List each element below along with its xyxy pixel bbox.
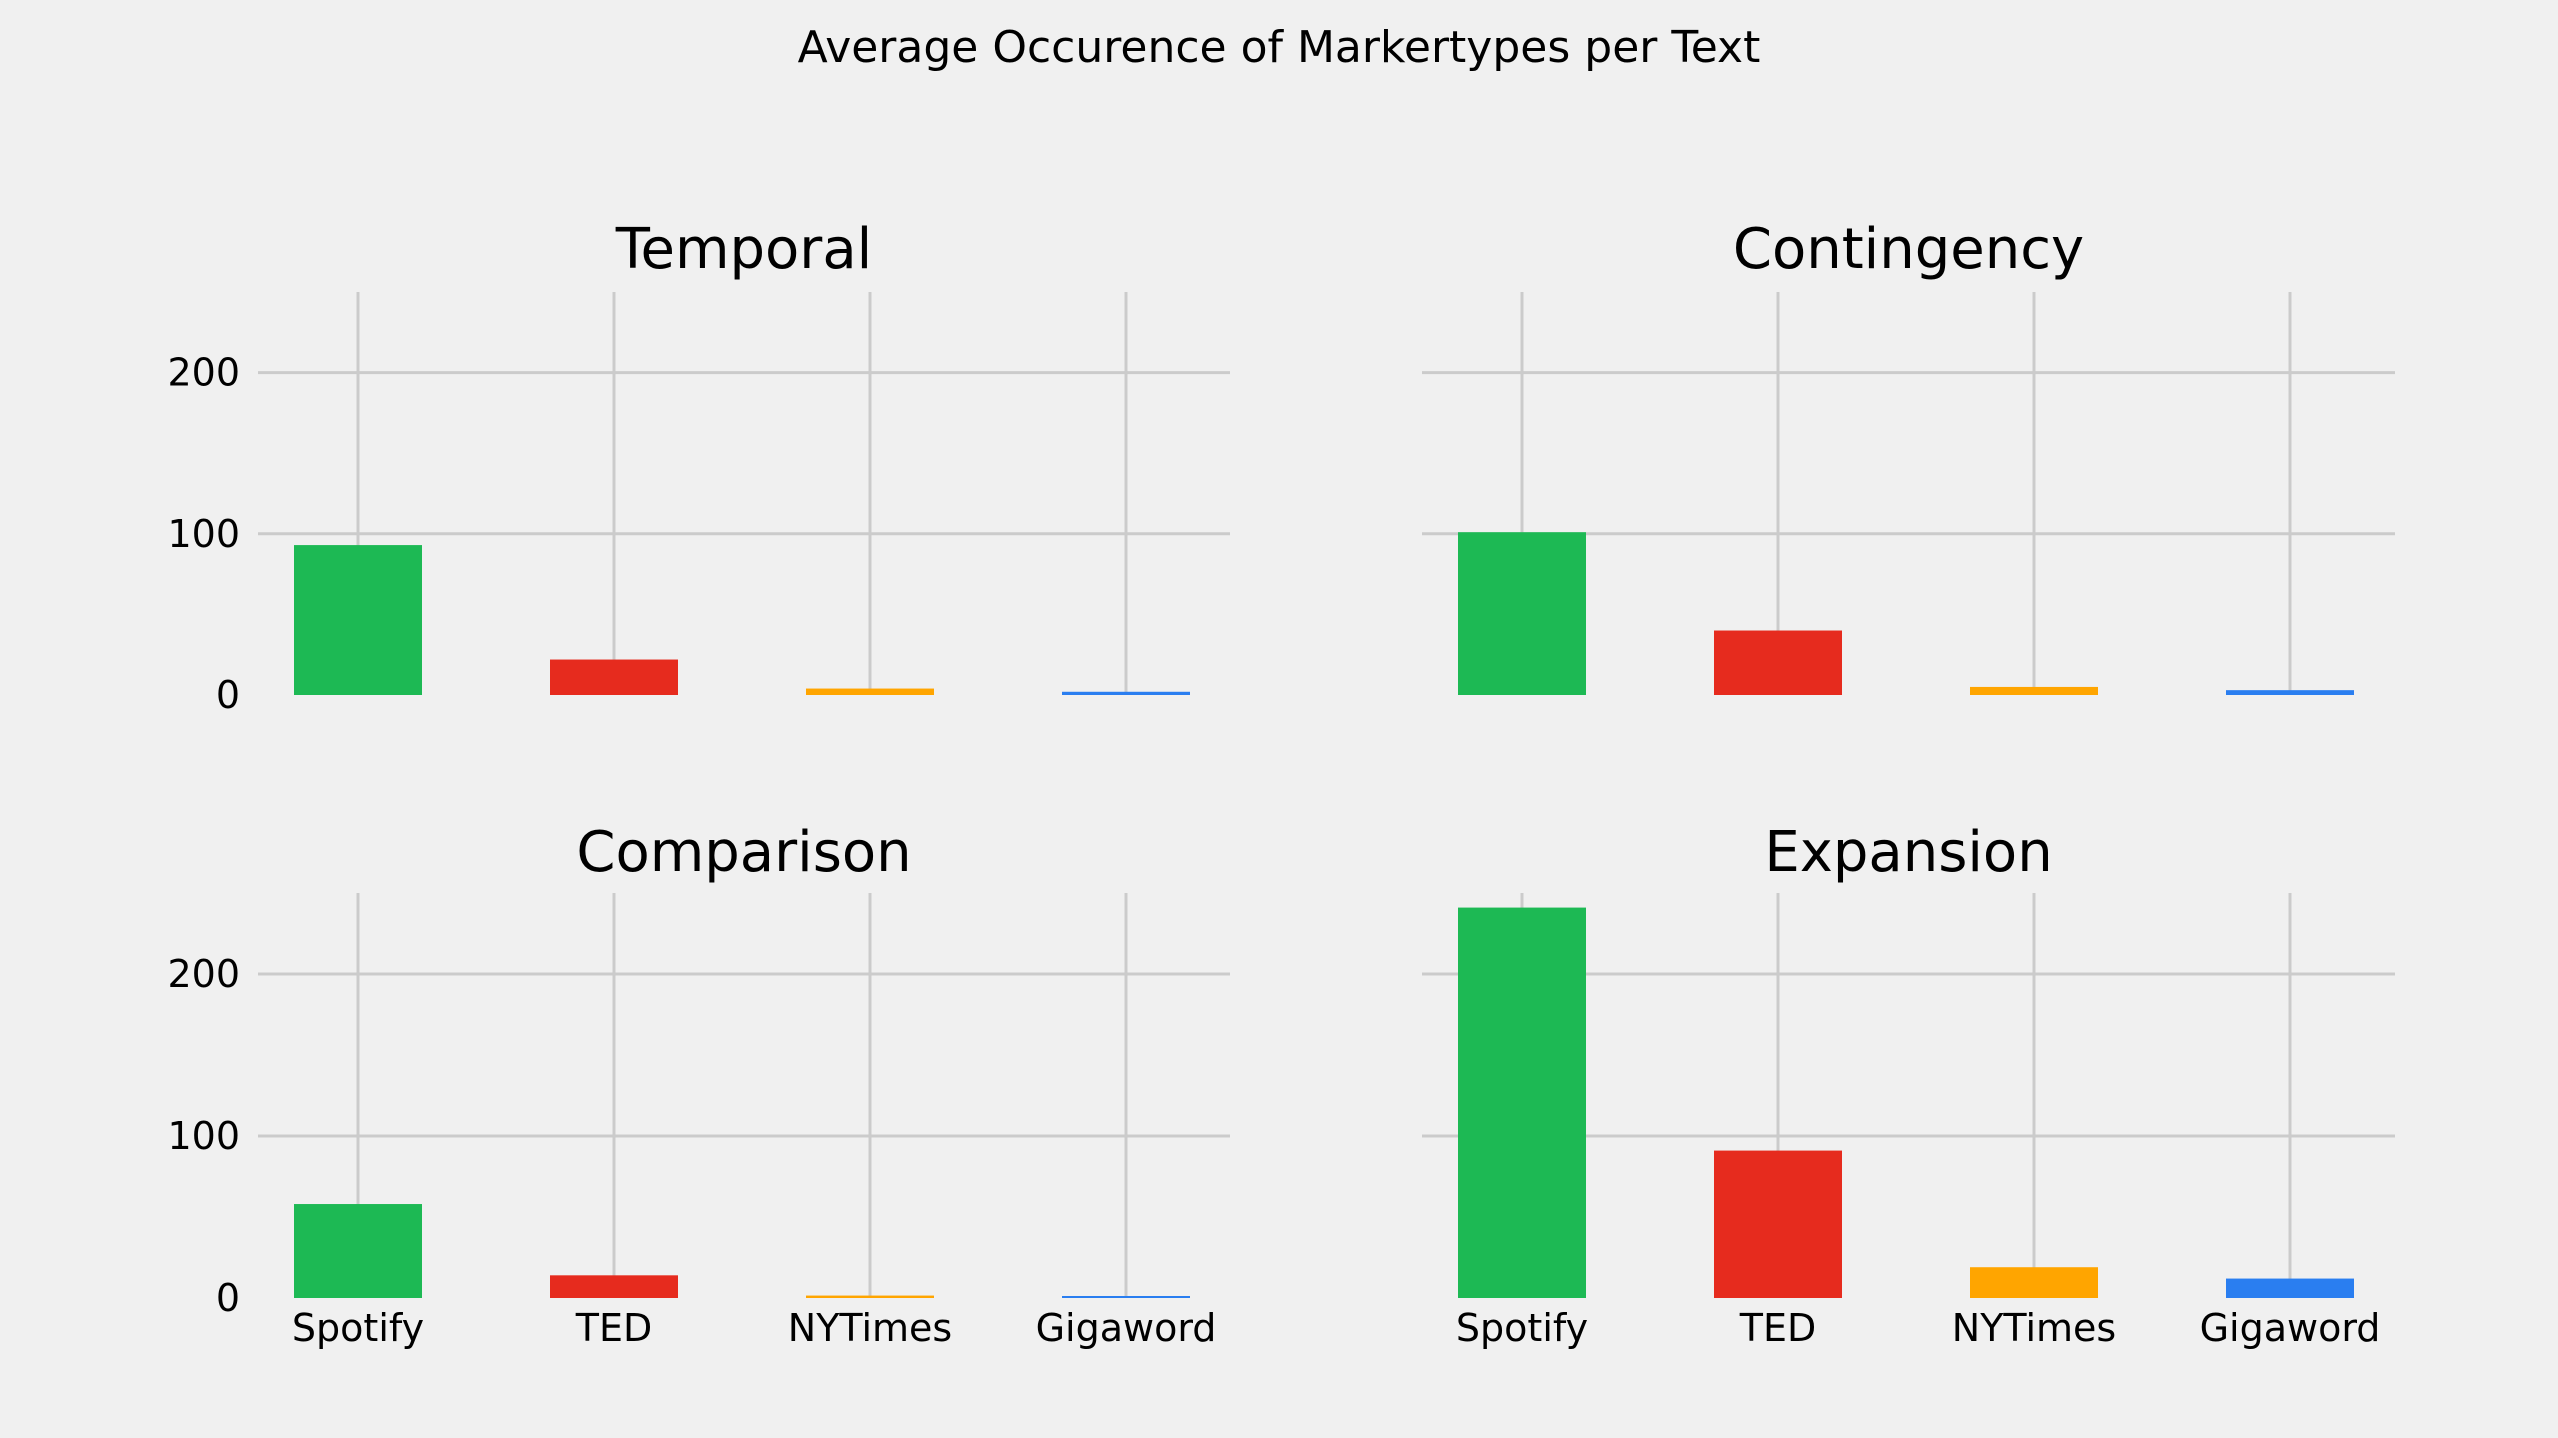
y-tick-label: 100 bbox=[167, 1114, 240, 1158]
y-tick-label: 200 bbox=[167, 351, 240, 395]
x-tick-label: TED bbox=[1739, 1306, 1816, 1350]
bar-temporal-spotify bbox=[294, 545, 422, 695]
bar-contingency-nytimes bbox=[1970, 686, 2098, 695]
panel-comparison: 0 100 200 Spotify TED NYTimes Gigaword Comparis… bbox=[167, 820, 1230, 1350]
x-tick-label: Spotify bbox=[292, 1306, 424, 1350]
x-tick-label: NYTimes bbox=[1952, 1306, 2116, 1350]
bar-temporal-gigaword bbox=[1062, 691, 1190, 695]
bar-comparison-ted bbox=[550, 1275, 678, 1298]
bar-contingency-gigaword bbox=[2226, 690, 2354, 695]
bar-contingency-ted bbox=[1714, 630, 1842, 695]
bar-comparison-gigaword bbox=[1062, 1296, 1190, 1298]
x-tick-label: Gigaword bbox=[1036, 1306, 1217, 1350]
panel-title: Expansion bbox=[1764, 820, 2052, 885]
panel-temporal: 0 100 200 Temporal bbox=[167, 217, 1230, 717]
bar-expansion-gigaword bbox=[2226, 1278, 2354, 1298]
x-tick-label: TED bbox=[575, 1306, 652, 1350]
x-tick-label: Spotify bbox=[1456, 1306, 1588, 1350]
y-tick-label: 0 bbox=[216, 673, 240, 717]
bar-expansion-spotify bbox=[1458, 907, 1586, 1298]
bar-comparison-spotify bbox=[294, 1204, 422, 1298]
bar-comparison-nytimes bbox=[806, 1295, 934, 1298]
bar-contingency-spotify bbox=[1458, 532, 1586, 695]
bar-temporal-ted bbox=[550, 659, 678, 695]
panel-title: Contingency bbox=[1733, 217, 2084, 282]
y-tick-label: 100 bbox=[167, 512, 240, 556]
panel-expansion: Spotify TED NYTimes Gigaword Expansion bbox=[1422, 820, 2395, 1350]
y-tick-label: 200 bbox=[167, 952, 240, 996]
panel-contingency: Contingency bbox=[1422, 217, 2395, 695]
bar-expansion-nytimes bbox=[1970, 1267, 2098, 1298]
bar-temporal-nytimes bbox=[806, 688, 934, 695]
x-tick-label: NYTimes bbox=[788, 1306, 952, 1350]
y-tick-label: 0 bbox=[216, 1276, 240, 1320]
panel-title: Temporal bbox=[615, 217, 872, 282]
chart-title: Average Occurence of Markertypes per Tex… bbox=[798, 22, 1761, 73]
x-tick-label: Gigaword bbox=[2200, 1306, 2381, 1350]
bar-expansion-ted bbox=[1714, 1150, 1842, 1298]
panel-title: Comparison bbox=[576, 820, 911, 885]
